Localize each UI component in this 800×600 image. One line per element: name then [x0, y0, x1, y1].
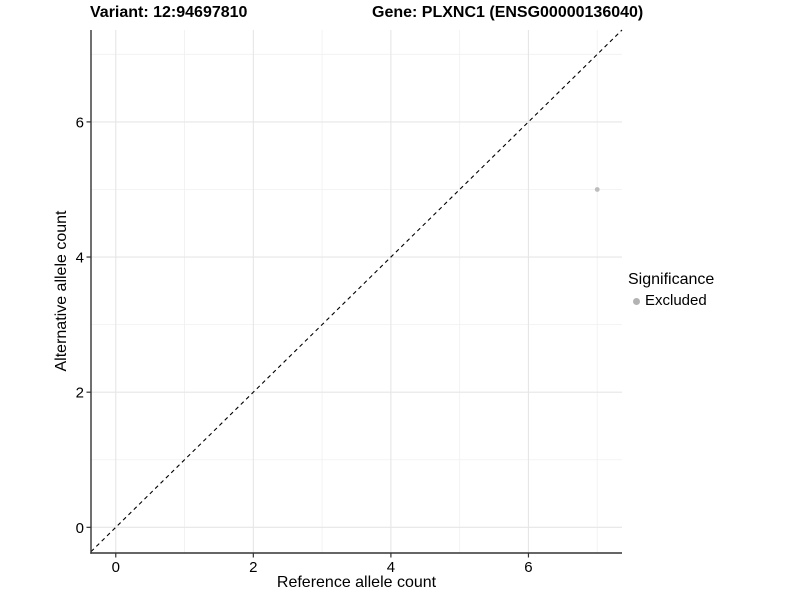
y-tick-label: 6	[76, 114, 84, 131]
x-tick-label: 0	[112, 559, 120, 576]
excluded-point-icon	[633, 297, 640, 305]
x-axis-title: Reference allele count	[276, 574, 437, 591]
variant-title: Variant: 12:94697810	[90, 4, 248, 21]
legend-item-label: Excluded	[645, 292, 707, 309]
gene-title: Gene: PLXNC1 (ENSG00000136040)	[372, 4, 644, 21]
y-tick-label: 0	[76, 520, 84, 537]
y-tick-label: 4	[76, 250, 84, 267]
legend-title: Significance	[628, 271, 715, 288]
identity-line	[90, 29, 623, 553]
x-tick-label: 6	[524, 559, 532, 576]
y-tick-label: 2	[76, 385, 84, 402]
data-point	[594, 187, 600, 192]
x-tick-label: 4	[387, 559, 395, 576]
legend-item-excluded: Excluded	[628, 292, 714, 310]
y-axis-title: Alternative allele count	[53, 210, 70, 372]
legend: Significance Excluded	[628, 270, 714, 310]
x-tick-label: 2	[249, 559, 257, 576]
